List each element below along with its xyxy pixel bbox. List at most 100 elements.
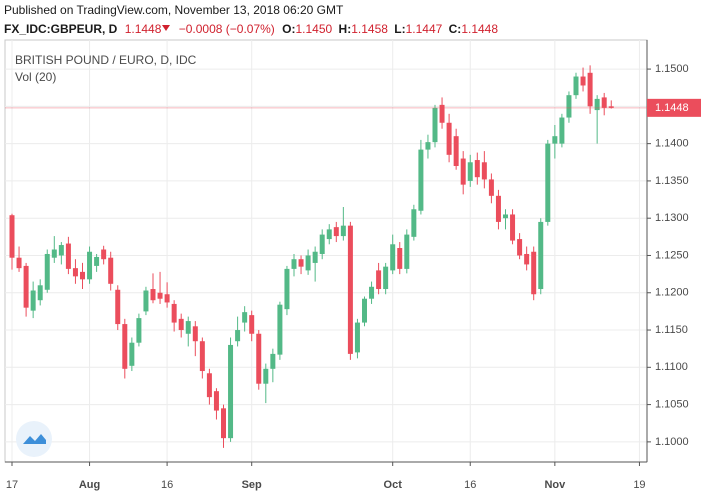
logo-mark <box>23 434 46 444</box>
candle-body <box>390 244 396 271</box>
symbol: FX_IDC:GBPEUR, D <box>4 22 118 36</box>
candle-body <box>23 265 29 308</box>
candle-body <box>404 234 410 269</box>
candle-body <box>65 243 71 269</box>
y-tick-label: 1.1350 <box>655 175 689 187</box>
candle-body <box>157 292 163 299</box>
candle-body <box>467 162 473 181</box>
candle-body <box>340 225 346 237</box>
legend-line: FX_IDC:GBPEUR, D 1.1448 −0.0008 (−0.07%)… <box>4 22 498 36</box>
candle-body <box>129 342 135 366</box>
candle-body <box>199 341 205 372</box>
y-tick-label: 1.1400 <box>655 138 689 150</box>
candle-body <box>354 322 360 353</box>
open: 1.1450 <box>296 22 333 36</box>
high-label: H: <box>339 22 352 36</box>
candle-body <box>601 97 607 108</box>
x-tick-label: 19 <box>633 479 645 491</box>
candle-body <box>481 162 487 180</box>
candle-body <box>418 149 424 211</box>
candle-body <box>439 104 445 123</box>
down-arrow <box>162 25 170 31</box>
candle-body <box>305 255 311 271</box>
candle-body <box>425 142 431 150</box>
candle-body <box>16 257 22 269</box>
candle-body <box>291 259 297 269</box>
candle-body <box>270 353 276 369</box>
x-tick-label: 16 <box>161 479 173 491</box>
chart-title: BRITISH POUND / EURO, D, IDC <box>15 53 197 67</box>
last: 1.1448 <box>125 22 162 36</box>
candle-body <box>397 248 403 269</box>
last-price-label: 1.1448 <box>655 102 689 114</box>
candle-body <box>171 303 177 323</box>
candle-body <box>178 318 184 331</box>
candle-body <box>87 251 93 280</box>
candle-body <box>143 290 149 312</box>
x-tick-label: 17 <box>6 479 18 491</box>
candle-body <box>72 268 78 277</box>
candle-body <box>58 245 64 256</box>
candle-body <box>559 117 565 144</box>
y-tick-label: 1.1200 <box>655 287 689 299</box>
candle-body <box>136 318 142 343</box>
x-tick-label: Oct <box>384 479 403 491</box>
y-tick-label: 1.1250 <box>655 249 689 261</box>
x-tick-label: Sep <box>242 479 262 491</box>
candle-body <box>538 221 544 290</box>
y-tick-label: 1.1050 <box>655 398 689 410</box>
candle-body <box>242 312 248 323</box>
candle-body <box>312 251 318 263</box>
y-tick-label: 1.1500 <box>655 63 689 75</box>
candle-body <box>94 256 100 266</box>
candle-body <box>192 326 198 342</box>
candle-body <box>80 271 85 280</box>
candle-body <box>44 253 50 290</box>
low: 1.1447 <box>406 22 443 36</box>
y-tick-label: 1.1150 <box>655 324 688 336</box>
candle-body <box>101 249 107 260</box>
candle-body <box>277 304 283 355</box>
x-tick-label: 16 <box>464 479 476 491</box>
x-tick-label: Aug <box>79 479 100 491</box>
candle-body <box>460 158 466 185</box>
published-note: Published on TradingView.com, November 1… <box>4 3 344 17</box>
chart-subtitle: Vol (20) <box>15 70 56 84</box>
candle-body <box>249 315 255 334</box>
candle-body <box>164 294 170 303</box>
low-label: L: <box>394 22 405 36</box>
logo <box>16 421 52 457</box>
close-label: C: <box>449 22 462 36</box>
candle-body <box>453 136 459 167</box>
candle-body <box>608 106 614 108</box>
candle-body <box>256 333 262 384</box>
candle-body <box>580 76 586 86</box>
candle-body <box>37 285 43 301</box>
candle-body <box>284 268 290 310</box>
candle-body <box>566 95 572 118</box>
candle-body <box>594 98 600 111</box>
candle-body <box>9 215 15 258</box>
x-tick-label: Nov <box>544 479 566 491</box>
y-tick-label: 1.1300 <box>655 212 689 224</box>
candle-body <box>298 259 304 267</box>
candle-body <box>362 298 367 323</box>
candle-body <box>150 289 156 301</box>
candle-body <box>517 239 523 256</box>
y-tick-label: 1.1100 <box>655 361 688 373</box>
candle-body <box>235 330 241 342</box>
candle-body <box>503 214 508 219</box>
candle-body <box>185 321 191 334</box>
candle-body <box>51 249 57 258</box>
candle-body <box>213 391 219 411</box>
change: −0.0008 (−0.07%) <box>179 22 275 36</box>
candle-body <box>333 227 339 237</box>
candle-body <box>573 76 579 96</box>
candle-body <box>432 107 438 143</box>
candle-body <box>122 324 128 369</box>
candle-body <box>115 289 121 325</box>
candle-body <box>108 257 114 284</box>
candle-body <box>376 270 382 290</box>
